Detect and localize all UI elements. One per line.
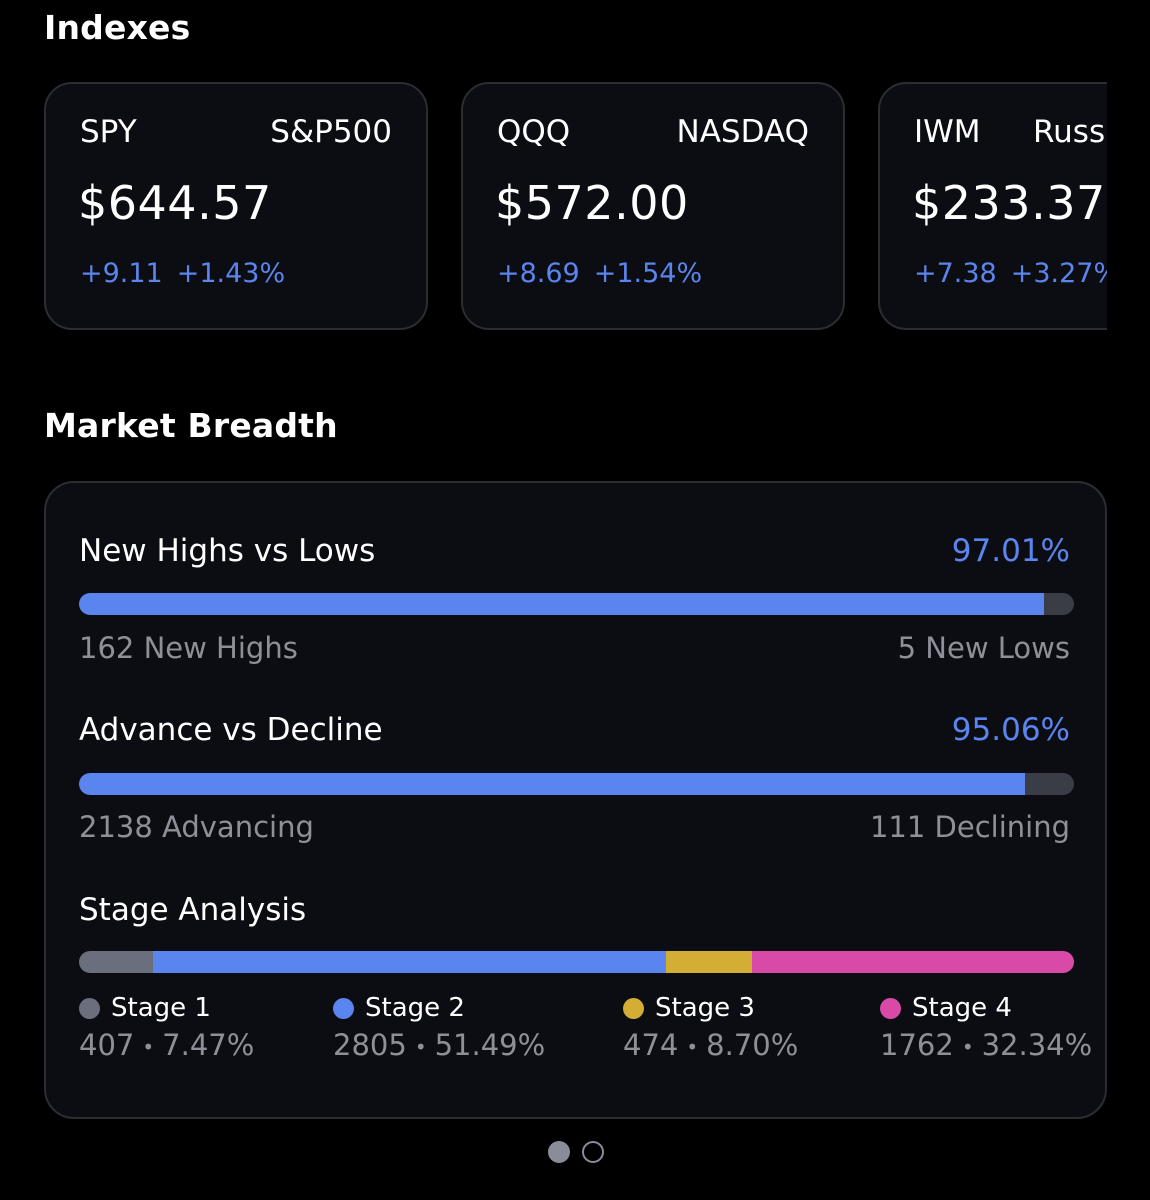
stage-count: 474: [623, 1028, 679, 1062]
index-price: $644.57: [78, 176, 272, 230]
index-change-percent: +3.27%: [1010, 258, 1107, 289]
stage-4-segment: [752, 951, 1074, 973]
stage-label: Stage 2: [365, 993, 465, 1023]
stage-1-color-dot-icon: [79, 997, 100, 1019]
stage-count: 1762: [880, 1028, 954, 1062]
index-cards-carousel[interactable]: SPY S&P500 $644.57 +9.11 +1.43% QQQ NASDA…: [44, 82, 1107, 332]
stage-stats: 2805 • 51.49%: [333, 1028, 545, 1062]
advance-decline-label: Advance vs Decline: [79, 712, 383, 748]
stage-2-color-dot-icon: [333, 997, 354, 1019]
index-name: NASDAQ: [676, 114, 809, 150]
indexes-section-title: Indexes: [44, 8, 191, 47]
page-dot-2[interactable]: [582, 1141, 604, 1163]
index-change-row: +8.69 +1.54%: [497, 258, 702, 289]
index-change-percent: +1.54%: [593, 258, 703, 289]
stage-1-segment: [79, 951, 154, 973]
stage-percent: 51.49%: [434, 1028, 546, 1062]
advance-decline-bar: [79, 773, 1074, 795]
stage-separator: •: [686, 1035, 699, 1059]
new-lows-count: 5 New Lows: [897, 631, 1070, 665]
stage-count: 407: [79, 1028, 135, 1062]
index-ticker: QQQ: [497, 114, 571, 150]
stage-legend-item-1: Stage 1 407 • 7.47%: [79, 991, 254, 1062]
index-change-row: +7.38 +3.27%: [914, 258, 1107, 289]
index-card-qqq[interactable]: QQQ NASDAQ $572.00 +8.69 +1.54%: [461, 82, 845, 330]
stage-count: 2805: [333, 1028, 407, 1062]
stage-legend-item-4: Stage 4 1762 • 32.34%: [880, 991, 1092, 1062]
stage-percent: 32.34%: [981, 1028, 1093, 1062]
stage-separator: •: [142, 1035, 155, 1059]
stage-separator: •: [414, 1035, 427, 1059]
stage-percent: 7.47%: [162, 1028, 255, 1062]
index-ticker: IWM: [914, 114, 981, 150]
stage-legend-item-2: Stage 2 2805 • 51.49%: [333, 991, 545, 1062]
stage-stats: 1762 • 32.34%: [880, 1028, 1092, 1062]
advance-decline-bar-fill: [79, 773, 1025, 795]
page-indicator: [548, 1141, 604, 1163]
stage-label: Stage 4: [912, 993, 1012, 1023]
declining-count: 111 Declining: [869, 810, 1070, 844]
stage-separator: •: [961, 1035, 974, 1059]
advancing-count: 2138 Advancing: [79, 810, 314, 844]
index-card-iwm[interactable]: IWM Russ $233.37 +7.38 +3.27%: [878, 82, 1107, 330]
stage-3-segment: [665, 951, 753, 973]
highs-lows-bar: [79, 593, 1074, 615]
index-ticker: SPY: [80, 114, 137, 150]
index-name: S&P500: [270, 114, 392, 150]
index-change: +8.69: [497, 258, 580, 289]
page-dot-1[interactable]: [548, 1141, 570, 1163]
index-change: +9.11: [80, 258, 163, 289]
stage-2-segment: [153, 951, 666, 973]
index-change-row: +9.11 +1.43%: [80, 258, 285, 289]
index-price: $233.37: [912, 176, 1106, 230]
stage-label: Stage 3: [655, 993, 755, 1023]
new-highs-count: 162 New Highs: [79, 631, 298, 665]
index-card-spy[interactable]: SPY S&P500 $644.57 +9.11 +1.43%: [44, 82, 428, 330]
stage-analysis-bar: [79, 951, 1074, 973]
stage-4-color-dot-icon: [880, 997, 901, 1019]
market-breadth-card: New Highs vs Lows 97.01% 162 New Highs 5…: [44, 481, 1107, 1119]
highs-lows-bar-fill: [79, 593, 1045, 615]
index-change-percent: +1.43%: [176, 258, 286, 289]
stage-stats: 474 • 8.70%: [623, 1028, 798, 1062]
highs-lows-percent: 97.01%: [951, 533, 1070, 569]
stage-stats: 407 • 7.47%: [79, 1028, 254, 1062]
index-name: Russ: [1033, 114, 1106, 150]
stage-3-color-dot-icon: [623, 997, 644, 1019]
stage-label: Stage 1: [111, 993, 211, 1023]
stage-analysis-label: Stage Analysis: [79, 892, 307, 928]
stage-legend-item-3: Stage 3 474 • 8.70%: [623, 991, 798, 1062]
index-cards-track: SPY S&P500 $644.57 +9.11 +1.43% QQQ NASDA…: [44, 82, 1107, 332]
index-change: +7.38: [914, 258, 997, 289]
stage-percent: 8.70%: [706, 1028, 799, 1062]
index-price: $572.00: [495, 176, 689, 230]
market-breadth-section-title: Market Breadth: [44, 406, 338, 445]
advance-decline-percent: 95.06%: [951, 712, 1070, 748]
highs-lows-label: New Highs vs Lows: [79, 533, 376, 569]
